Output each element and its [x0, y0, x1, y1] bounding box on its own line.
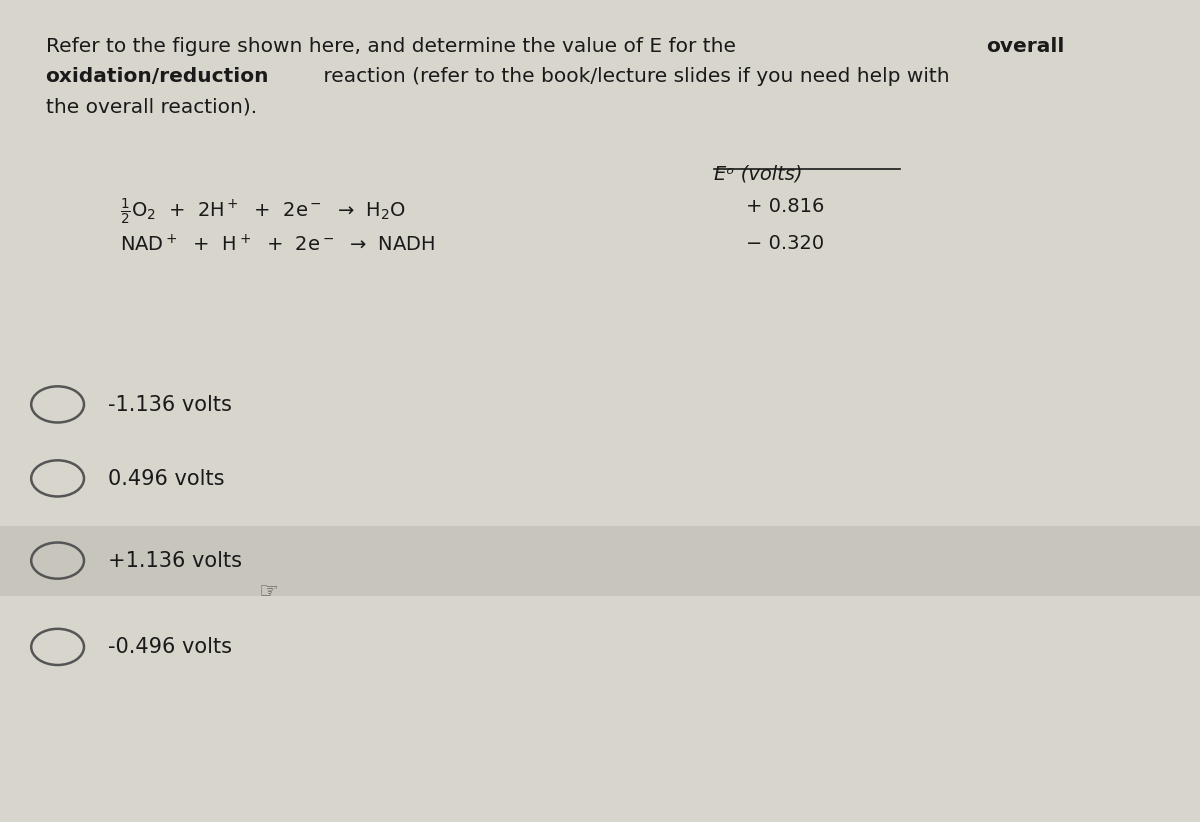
Text: reaction (refer to the book/lecture slides if you need help with: reaction (refer to the book/lecture slid…	[317, 67, 949, 86]
Text: Eᵒ (volts): Eᵒ (volts)	[714, 164, 803, 183]
Text: $\frac{1}{2}$O$_2$  +  2H$^+$  +  2e$^-$  →  H$_2$O: $\frac{1}{2}$O$_2$ + 2H$^+$ + 2e$^-$ → H…	[120, 197, 406, 228]
Text: overall: overall	[986, 37, 1064, 56]
Text: oxidation/reduction: oxidation/reduction	[46, 67, 269, 86]
Text: − 0.320: − 0.320	[746, 234, 824, 253]
Text: -0.496 volts: -0.496 volts	[108, 637, 232, 657]
Text: -1.136 volts: -1.136 volts	[108, 395, 232, 414]
Text: Refer to the figure shown here, and determine the value of E for the: Refer to the figure shown here, and dete…	[46, 37, 742, 56]
Text: + 0.816: + 0.816	[746, 197, 824, 216]
Text: ☞: ☞	[258, 582, 278, 602]
FancyBboxPatch shape	[0, 526, 1200, 596]
Text: the overall reaction).: the overall reaction).	[46, 98, 257, 117]
Text: NAD$^+$  +  H$^+$  +  2e$^-$  →  NADH: NAD$^+$ + H$^+$ + 2e$^-$ → NADH	[120, 234, 436, 256]
Text: 0.496 volts: 0.496 volts	[108, 469, 224, 488]
Text: +1.136 volts: +1.136 volts	[108, 551, 242, 570]
